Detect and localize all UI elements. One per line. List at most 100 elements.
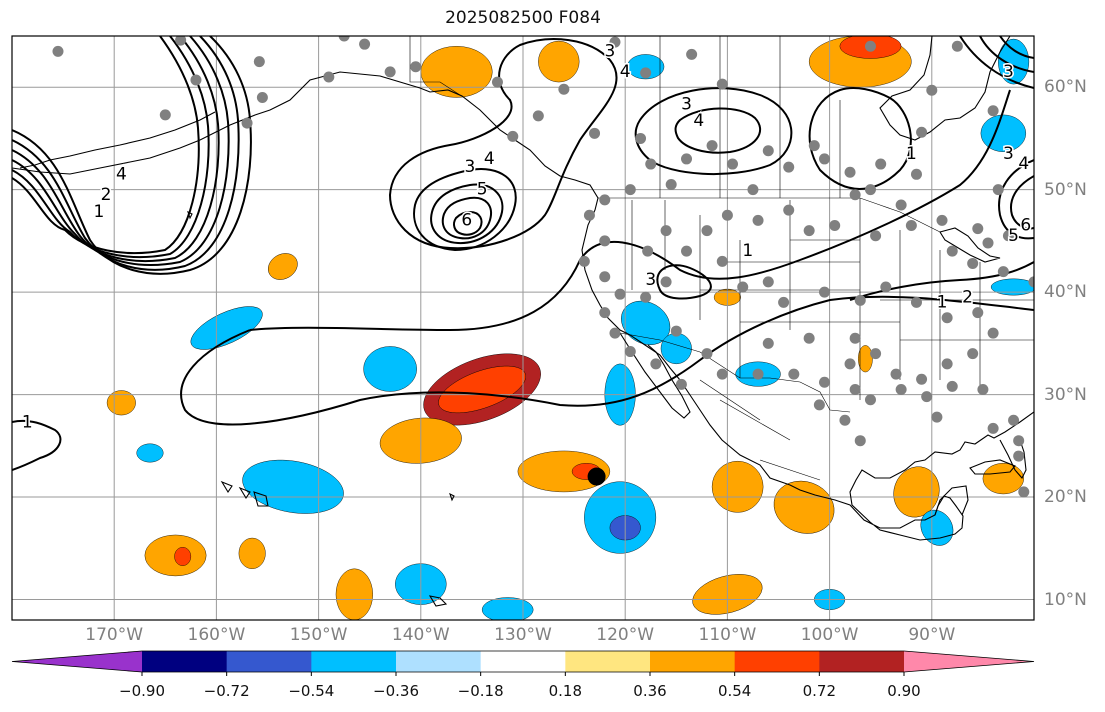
contour-line bbox=[180, 295, 1034, 426]
station-dot bbox=[338, 36, 350, 42]
lat-label: 50°N bbox=[1044, 179, 1087, 200]
colorbar-tick-label: 0.18 bbox=[548, 682, 583, 700]
station-dot bbox=[854, 435, 866, 447]
station-dot bbox=[359, 38, 371, 50]
station-dot bbox=[614, 288, 626, 300]
lon-label: 120°W bbox=[596, 625, 655, 645]
contour-line bbox=[413, 168, 517, 252]
colorbar-tick-label: −0.36 bbox=[373, 682, 419, 700]
contour-lines bbox=[12, 36, 1034, 471]
contour-label: 1 bbox=[93, 202, 104, 222]
station-dot bbox=[747, 184, 759, 196]
station-dot bbox=[895, 383, 907, 395]
station-dot bbox=[808, 140, 820, 152]
station-dot bbox=[599, 194, 611, 206]
border-alaska-canada bbox=[409, 36, 461, 96]
lon-label: 90°W bbox=[908, 625, 956, 645]
station-dot bbox=[967, 257, 979, 269]
contour-label: 5 bbox=[477, 180, 488, 200]
station-dot bbox=[870, 230, 882, 242]
station-dot bbox=[916, 126, 928, 138]
contour-line bbox=[1010, 175, 1034, 230]
contour-label: 1 bbox=[937, 292, 948, 312]
anomaly-region-17-positive bbox=[538, 40, 580, 83]
contour-line bbox=[388, 38, 618, 250]
station-dot bbox=[844, 166, 856, 178]
lon-label: 140°W bbox=[391, 625, 450, 645]
anomaly-region-16-positive bbox=[420, 46, 493, 98]
station-dot bbox=[972, 307, 984, 319]
station-dot bbox=[599, 307, 611, 319]
station-dot bbox=[818, 286, 830, 298]
station-dot bbox=[241, 117, 253, 129]
anomaly-region-34-negative bbox=[660, 332, 692, 365]
contour-label: 5 bbox=[1008, 226, 1019, 246]
station-dot bbox=[635, 132, 647, 144]
station-dot bbox=[762, 337, 774, 349]
station-dot bbox=[1002, 230, 1014, 242]
lon-label: 110°W bbox=[698, 625, 757, 645]
lat-label: 10°N bbox=[1044, 589, 1087, 610]
station-dot bbox=[803, 332, 815, 344]
station-dot bbox=[640, 291, 652, 303]
station-dot bbox=[941, 358, 953, 370]
station-dot bbox=[681, 153, 693, 165]
colorbar-tick-label: −0.54 bbox=[288, 682, 335, 700]
lon-label: 160°W bbox=[187, 625, 246, 645]
contour-line bbox=[453, 210, 483, 236]
anomaly-region-7-positive bbox=[238, 537, 266, 569]
station-dot bbox=[916, 373, 928, 385]
colorbar-tick-label: 0.54 bbox=[717, 682, 752, 700]
map-frame bbox=[11, 35, 1035, 621]
colorbar-swatch bbox=[650, 651, 736, 672]
station-dot bbox=[849, 189, 861, 201]
station-dot bbox=[752, 368, 764, 380]
contour-label: 4 bbox=[1018, 154, 1029, 174]
lon-label: 130°W bbox=[494, 625, 552, 645]
station-dot bbox=[762, 145, 774, 157]
anomaly-region-21-positive bbox=[858, 345, 873, 373]
station-dot bbox=[870, 348, 882, 360]
colorbar bbox=[11, 650, 1035, 676]
map-title: 2025082500 F084 bbox=[445, 8, 601, 28]
station-dot bbox=[159, 109, 171, 121]
contour-line bbox=[979, 36, 1034, 73]
station-dot bbox=[716, 255, 728, 267]
station-dot bbox=[829, 220, 841, 232]
coastline-cuba bbox=[969, 459, 1016, 475]
station-dot bbox=[686, 48, 698, 60]
contour-label: 3 bbox=[1003, 144, 1014, 164]
station-dot bbox=[941, 312, 953, 324]
station-dot bbox=[762, 276, 774, 288]
coastline-hudson-bay bbox=[879, 36, 1011, 141]
station-dot bbox=[716, 78, 728, 90]
contour-line bbox=[12, 36, 230, 266]
anomaly-fill-layer bbox=[106, 36, 1034, 620]
contour-label: 1 bbox=[906, 144, 917, 164]
station-dot bbox=[997, 266, 1009, 278]
station-dot bbox=[880, 281, 892, 293]
contour-line bbox=[959, 36, 1034, 89]
anomaly-region-38-negative bbox=[998, 38, 1030, 85]
contour-label: 3 bbox=[1003, 62, 1014, 82]
colorbar-swatch bbox=[142, 651, 228, 672]
station-dot bbox=[967, 348, 979, 360]
station-dot bbox=[491, 76, 503, 88]
contour-label: 4 bbox=[116, 164, 127, 184]
colorbar-swatch bbox=[565, 651, 651, 672]
station-dot bbox=[410, 61, 422, 73]
contour-line bbox=[849, 261, 1034, 301]
station-dot bbox=[910, 168, 922, 180]
colorbar-tick-label: −0.90 bbox=[119, 682, 165, 700]
station-dot bbox=[323, 71, 335, 83]
contour-line bbox=[430, 183, 504, 245]
contour-line bbox=[12, 36, 240, 271]
anomaly-region-31-negative bbox=[481, 597, 534, 620]
station-dot bbox=[650, 358, 662, 370]
contour-line bbox=[808, 87, 912, 190]
contour-line bbox=[634, 87, 793, 176]
station-dot bbox=[783, 161, 795, 173]
station-dot bbox=[1028, 276, 1034, 288]
anomaly-region-10-positive bbox=[335, 568, 373, 620]
station-dot bbox=[987, 422, 999, 434]
